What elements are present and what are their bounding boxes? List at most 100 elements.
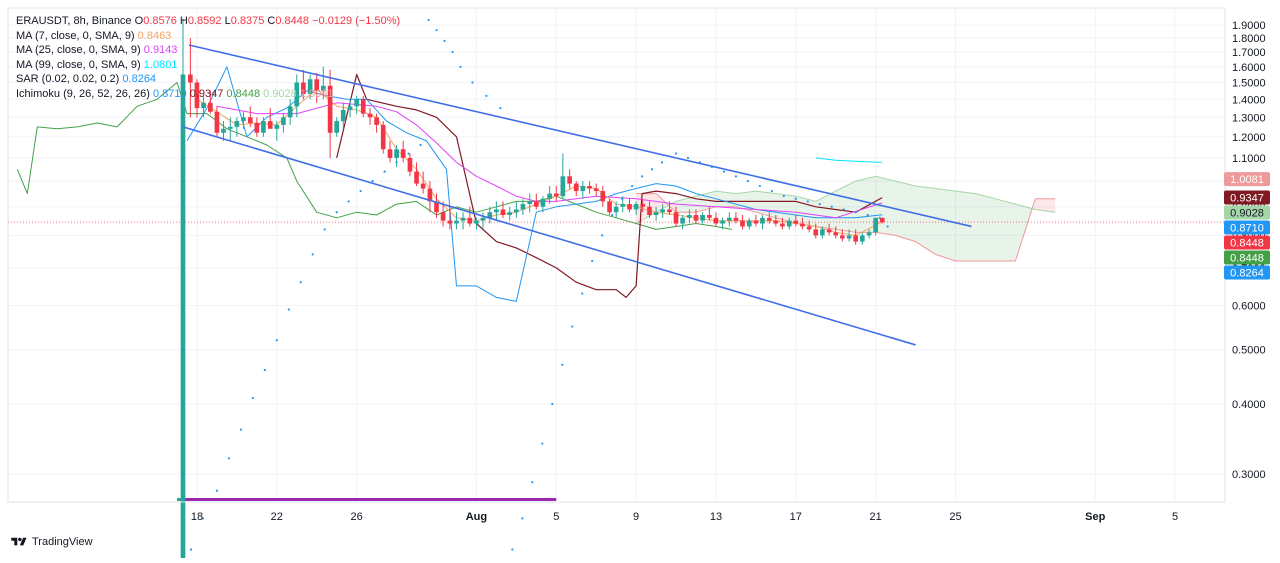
sar-dot [561, 363, 564, 366]
candle-body [427, 188, 433, 202]
cloud-segment [815, 191, 836, 230]
candle-body [420, 183, 426, 189]
indicator-label: MA (7, close, 0, SMA, 9) [16, 29, 135, 42]
candle-body [627, 204, 632, 210]
sar-dots [189, 18, 889, 551]
indicator-sar[interactable]: SAR (0.02, 0.02, 0.2) 0.8264 [16, 72, 400, 87]
candle-body [460, 217, 466, 221]
candle-body [527, 201, 533, 205]
sar-dot [263, 368, 266, 372]
candle-body [859, 235, 865, 242]
senkou-span-b-line [636, 193, 1056, 262]
sar-dot [722, 170, 726, 173]
sar-dot [581, 292, 584, 295]
sar-dot [407, 152, 410, 155]
sar-dot [571, 325, 574, 328]
sar-dot [806, 200, 809, 203]
indicator-value: 0.8264 [122, 73, 157, 85]
x-tick-label: 9 [633, 511, 639, 523]
indicator-ma99[interactable]: MA (99, close, 0, SMA, 9) 1.0801 [16, 58, 400, 73]
cloud-segment [1035, 198, 1056, 213]
kijun-sen-line [336, 73, 883, 298]
channel-trendline[interactable] [182, 126, 916, 346]
senkou-span-a-line [635, 175, 1056, 224]
indicator-ma7[interactable]: MA (7, close, 0, SMA, 9) 0.8463 [16, 29, 400, 44]
candle-body [580, 186, 586, 192]
indicator-value: 0.8463 [137, 29, 172, 42]
candle-body [853, 235, 859, 242]
candle-body [786, 220, 792, 227]
candle-body [394, 149, 399, 158]
y-tick-label: 0.5000 [1232, 345, 1266, 357]
y-tick-label: 1.5000 [1232, 78, 1266, 90]
candle-body [813, 229, 819, 236]
candle-body [261, 121, 266, 133]
x-tick-label: 22 [271, 511, 283, 523]
indicator-value: 1.0081 [299, 87, 334, 100]
candle-body [180, 74, 186, 563]
indicator-ichimoku[interactable]: Ichimoku (9, 26, 52, 26, 26) 0.8710 0.93… [16, 87, 400, 102]
y-tick-label: 1.1000 [1232, 153, 1266, 165]
y-tick-label: 1.9000 [1232, 20, 1266, 32]
indicator-ma25[interactable]: MA (25, close, 0, SMA, 9) 0.9143 [16, 43, 400, 58]
price-badge [1224, 172, 1270, 187]
candle-body [746, 220, 752, 227]
candle-body [487, 212, 493, 218]
sar-dot [794, 197, 797, 200]
low-label: L [224, 15, 231, 27]
cloud-segment [915, 186, 936, 255]
channel-trendline[interactable] [188, 44, 972, 228]
y-tick-label: 0.4000 [1232, 399, 1266, 411]
ohlc-row: ERAUSDT, 8h, Binance O0.8576 H0.8592 L0.… [16, 14, 400, 29]
sar-dot [347, 200, 350, 203]
candle-body [780, 223, 785, 227]
symbol-label[interactable]: ERAUSDT, 8h, Binance [16, 15, 132, 27]
sar-dot [359, 189, 362, 193]
candle-body [727, 217, 732, 221]
trendlines[interactable] [182, 44, 972, 346]
sar-dot [511, 548, 514, 551]
sar-dot [427, 18, 430, 22]
sar-dot [866, 213, 869, 217]
candle-body [380, 124, 386, 150]
candle-body [474, 220, 479, 224]
indicator-value: 0.9143 [143, 44, 178, 56]
y-tick-label: 1.7000 [1232, 47, 1266, 59]
sar-dot [878, 216, 881, 219]
y-tick-label: 0.3000 [1232, 469, 1266, 481]
candle-body [707, 215, 712, 218]
cloud-segment [935, 188, 956, 262]
candle-body [188, 74, 193, 83]
candle-body [407, 157, 413, 172]
x-tick-label: Sep [1085, 511, 1105, 523]
open-value: 0.8576 [143, 15, 177, 27]
candle-body [593, 188, 599, 192]
sar-dot [886, 225, 889, 228]
cloud-segment [835, 181, 856, 233]
sar-dot [299, 281, 302, 284]
cloud-segment [995, 198, 1016, 262]
x-tick-label: 18 [191, 511, 203, 523]
y-tick-label: 1.4000 [1232, 94, 1266, 106]
candle-body [221, 128, 226, 133]
candle-body [653, 212, 659, 216]
sar-dot [541, 442, 544, 445]
candle-body [866, 232, 872, 236]
candle-body [400, 149, 406, 158]
candle-body [733, 217, 739, 221]
sar-dot [485, 94, 488, 97]
candle-body [573, 183, 579, 192]
candle-body [434, 201, 439, 213]
sar-dot [686, 156, 690, 160]
sar-dot [419, 143, 422, 147]
price-badge [1224, 190, 1270, 205]
candle-body [307, 79, 313, 95]
x-tick-label: 17 [790, 511, 802, 523]
tradingview-footer[interactable]: TradingView [10, 536, 93, 548]
price-badge [1224, 265, 1270, 280]
candle-body [440, 212, 446, 221]
candle-body [806, 226, 812, 230]
sar-dot [189, 548, 193, 551]
